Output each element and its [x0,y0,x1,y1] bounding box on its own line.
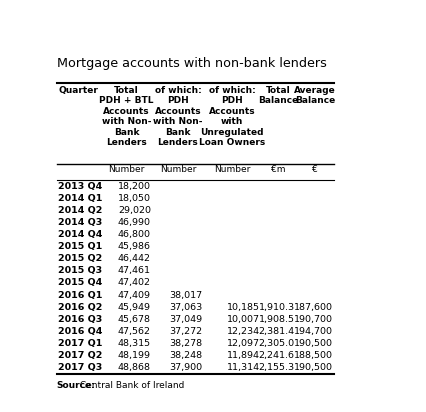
Text: 46,442: 46,442 [118,254,151,263]
Text: Number: Number [109,165,145,174]
Text: 2,241.6: 2,241.6 [259,351,295,360]
Text: Source:: Source: [57,381,95,390]
Text: 2015 Q3: 2015 Q3 [58,267,102,276]
Text: 45,986: 45,986 [118,242,151,251]
Text: Total
PDH + BTL
Accounts
with Non-
Bank
Lenders: Total PDH + BTL Accounts with Non- Bank … [99,86,154,147]
Text: 2014 Q3: 2014 Q3 [58,218,102,227]
Text: 2,155.3: 2,155.3 [259,363,295,372]
Text: 12,234: 12,234 [227,327,260,336]
Text: 188,500: 188,500 [294,351,333,360]
Text: 37,049: 37,049 [169,315,202,324]
Text: 12,097: 12,097 [227,339,260,348]
Text: Central Bank of Ireland: Central Bank of Ireland [77,381,184,390]
Text: 2017 Q1: 2017 Q1 [58,339,103,348]
Text: 190,500: 190,500 [294,339,333,348]
Text: 18,050: 18,050 [118,194,151,203]
Text: Average
Balance: Average Balance [294,86,336,105]
Text: 48,315: 48,315 [118,339,151,348]
Text: 48,868: 48,868 [118,363,151,372]
Text: of which:
PDH
Accounts
with Non-
Bank
Lenders: of which: PDH Accounts with Non- Bank Le… [153,86,203,147]
Text: 2014 Q1: 2014 Q1 [58,194,103,203]
Text: 48,199: 48,199 [118,351,151,360]
Text: 37,900: 37,900 [169,363,202,372]
Text: 45,949: 45,949 [118,302,151,311]
Text: Mortgage accounts with non-bank lenders: Mortgage accounts with non-bank lenders [57,57,326,70]
Text: 2013 Q4: 2013 Q4 [58,182,102,191]
Text: Number: Number [214,165,250,174]
Text: 2,381.4: 2,381.4 [259,327,295,336]
Text: 47,409: 47,409 [118,290,151,300]
Text: 2015 Q1: 2015 Q1 [58,242,102,251]
Text: 11,894: 11,894 [227,351,260,360]
Text: of which:
PDH
Accounts
with
Unregulated
Loan Owners: of which: PDH Accounts with Unregulated … [199,86,265,147]
Text: 38,017: 38,017 [169,290,202,300]
Text: 2014 Q2: 2014 Q2 [58,206,103,215]
Text: 2017 Q3: 2017 Q3 [58,363,102,372]
Text: 18,200: 18,200 [118,182,151,191]
Text: 2016 Q2: 2016 Q2 [58,302,103,311]
Text: 38,248: 38,248 [169,351,202,360]
Text: 2,305.0: 2,305.0 [259,339,295,348]
Text: 194,700: 194,700 [294,327,333,336]
Text: 2014 Q4: 2014 Q4 [58,230,103,239]
Text: 10,185: 10,185 [227,302,260,311]
Text: 46,990: 46,990 [118,218,151,227]
Text: 2015 Q2: 2015 Q2 [58,254,102,263]
Text: 2015 Q4: 2015 Q4 [58,279,102,288]
Text: 37,063: 37,063 [169,302,202,311]
Text: €m: €m [271,165,286,174]
Text: 1,910.3: 1,910.3 [259,302,295,311]
Text: 1,908.5: 1,908.5 [259,315,295,324]
Text: 47,402: 47,402 [118,279,151,288]
Text: 45,678: 45,678 [118,315,151,324]
Text: 38,278: 38,278 [169,339,202,348]
Text: 47,461: 47,461 [118,267,151,276]
Text: 10,007: 10,007 [227,315,260,324]
Text: Total
Balance: Total Balance [259,86,299,105]
Text: 2016 Q3: 2016 Q3 [58,315,102,324]
Text: 2017 Q2: 2017 Q2 [58,351,103,360]
Text: €: € [312,165,318,174]
Text: 190,700: 190,700 [294,315,333,324]
Text: 37,272: 37,272 [169,327,202,336]
Text: 187,600: 187,600 [294,302,333,311]
Text: 2016 Q1: 2016 Q1 [58,290,103,300]
Text: 29,020: 29,020 [118,206,151,215]
Text: Quarter: Quarter [58,86,98,95]
Text: 11,314: 11,314 [227,363,260,372]
Text: 2016 Q4: 2016 Q4 [58,327,103,336]
Text: 190,500: 190,500 [294,363,333,372]
Text: Number: Number [160,165,196,174]
Text: 46,800: 46,800 [118,230,151,239]
Text: 47,562: 47,562 [118,327,151,336]
